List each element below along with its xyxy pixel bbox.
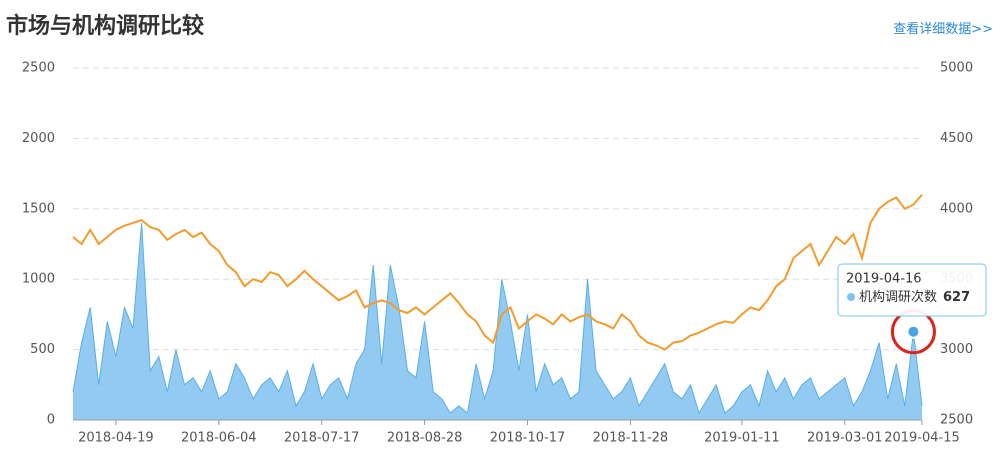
area-line	[72, 222, 923, 415]
tooltip-box	[837, 263, 987, 317]
x-tick-label: 2018-11-28	[593, 431, 669, 446]
x-tick-label: 2018-06-04	[181, 431, 257, 446]
x-tick-label: 2018-04-19	[78, 431, 154, 446]
area-fill	[73, 222, 922, 420]
tooltip-series-name: 机构调研次数	[859, 289, 937, 305]
y-tick-label: 1500	[22, 201, 55, 216]
tooltip-title: 2019-04-16	[846, 272, 922, 287]
y2-tick-label: 3000	[940, 342, 973, 357]
x-tick-label: 2019-04-15	[884, 431, 960, 446]
y-tick-label: 1000	[22, 272, 55, 287]
x-tick-label: 2018-08-28	[387, 431, 463, 446]
x-tick-label: 2019-03-01	[807, 431, 883, 446]
y2-tick-label: 4000	[940, 201, 973, 216]
x-tick-label: 2019-01-11	[704, 431, 780, 446]
tooltip-dot	[847, 293, 855, 301]
y-tick-label: 2000	[22, 131, 55, 146]
x-tick-label: 2018-07-17	[284, 431, 360, 446]
x-tick-label: 2018-10-17	[490, 431, 566, 446]
y2-tick-label: 5000	[940, 61, 973, 76]
tooltip-label: 机构调研次数 627	[859, 289, 970, 305]
page-title: 市场与机构调研比较	[6, 14, 205, 39]
tooltip: 2019-04-16 机构调研次数 627	[837, 263, 987, 317]
y-tick-label: 2500	[22, 61, 55, 76]
y2-tick-label: 4500	[940, 131, 973, 146]
highlight-point	[906, 324, 921, 339]
y-tick-label: 0	[47, 413, 55, 428]
series-line	[72, 194, 923, 351]
tooltip-value: 627	[943, 290, 970, 305]
detail-link[interactable]: 查看详细数据>>	[893, 22, 993, 37]
y-tick-label: 500	[30, 342, 55, 357]
y2-tick-label: 2500	[940, 413, 973, 428]
